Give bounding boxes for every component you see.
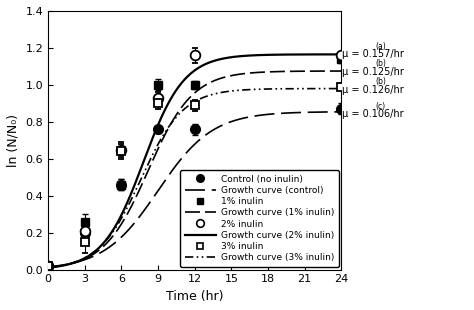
Y-axis label: ln (N/N₀): ln (N/N₀) [7, 114, 20, 167]
X-axis label: Time (hr): Time (hr) [166, 290, 223, 303]
Text: (c): (c) [375, 102, 386, 111]
Text: μ = 0.126/hr: μ = 0.126/hr [342, 85, 404, 95]
Text: μ = 0.106/hr: μ = 0.106/hr [342, 109, 403, 119]
Legend: Control (no inulin), Growth curve (control), 1% inulin, Growth curve (1% inulin): Control (no inulin), Growth curve (contr… [180, 170, 338, 267]
Text: (a): (a) [375, 42, 386, 51]
Text: (b): (b) [375, 77, 386, 86]
Text: μ = 0.125/hr: μ = 0.125/hr [342, 67, 404, 77]
Text: μ = 0.157/hr: μ = 0.157/hr [342, 49, 404, 60]
Text: (b): (b) [375, 59, 386, 68]
